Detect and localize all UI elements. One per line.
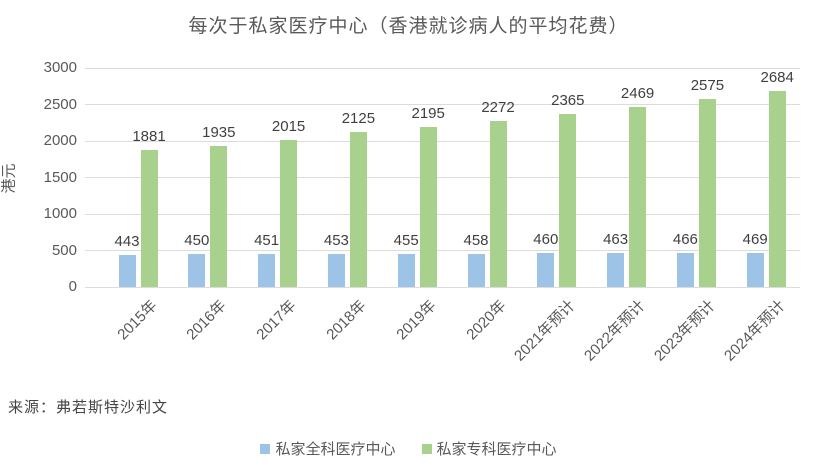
- x-tick-label: 2015年: [113, 297, 161, 344]
- x-tick-label: 2018年: [323, 297, 370, 344]
- bar-value-label: 2469: [620, 84, 655, 102]
- gridline: [85, 140, 800, 142]
- y-tick-label: 0: [68, 278, 77, 295]
- bar-value-label: 451: [254, 232, 280, 250]
- bar-value-label: 2015: [271, 117, 306, 135]
- bar-private-general: [537, 253, 555, 287]
- bar-private-specialist: [768, 91, 786, 287]
- bar-private-specialist: [698, 99, 716, 287]
- source-note: 来源：弗若斯特沙利文: [8, 399, 169, 416]
- bar-private-general: [467, 253, 485, 287]
- y-tick-label: 2500: [43, 95, 77, 113]
- bar-value-label: 2684: [760, 69, 794, 87]
- gridline: [85, 250, 800, 251]
- legend-swatch-specialist-icon: [421, 443, 432, 454]
- x-tick-label: 2017年: [253, 297, 300, 344]
- bar-value-label: 2272: [481, 99, 515, 117]
- plot-area: 0 500 1000 1500 2000 2500 3000 443 1881 2015年 450 1…: [44, 60, 800, 365]
- bar-private-general: [327, 253, 345, 287]
- bar-value-label: 466: [672, 230, 698, 248]
- bar-value-label: 2195: [411, 104, 445, 122]
- x-tick-label: 2022年预计: [581, 297, 649, 365]
- legend-label-specialist: 私家专科医疗中心: [436, 441, 557, 458]
- gridline: [85, 286, 800, 288]
- gridline: [85, 104, 800, 105]
- bar-private-general: [607, 253, 625, 287]
- x-tick-label: 2021年预计: [511, 297, 579, 365]
- bar-private-specialist: [280, 139, 298, 287]
- bar-private-general: [746, 252, 764, 287]
- x-tick-label: 2019年: [393, 297, 440, 344]
- y-tick-label: 2000: [43, 132, 77, 149]
- y-axis-title: 港元: [0, 163, 18, 194]
- bar-value-label: 469: [742, 230, 768, 248]
- chart-title: 每次于私家医疗中心（香港就诊病人的平均花费）: [188, 16, 629, 37]
- bar-value-label: 2575: [690, 77, 725, 95]
- x-tick-label: 2016年: [183, 297, 230, 344]
- bar-value-label: 458: [463, 231, 489, 249]
- bar-private-general: [676, 252, 694, 287]
- bar-private-general: [188, 254, 206, 287]
- bar-value-label: 2125: [341, 109, 376, 127]
- bar-value-label: 1881: [132, 127, 166, 145]
- bar-value-label: 443: [114, 232, 140, 250]
- gridline: [85, 177, 800, 178]
- bar-value-label: 450: [184, 232, 210, 250]
- bar-private-specialist: [349, 131, 367, 287]
- x-tick-label: 2023年预计: [651, 297, 719, 365]
- legend: 私家全科医疗中心 私家专科医疗中心: [0, 438, 817, 459]
- bar-private-general: [118, 254, 136, 287]
- bar-private-specialist: [559, 114, 577, 287]
- gridline: [85, 67, 800, 69]
- y-tick-label: 3000: [43, 59, 77, 76]
- bar-value-label: 2365: [551, 92, 585, 110]
- bar-private-specialist: [210, 145, 228, 287]
- legend-item-specialist: 私家专科医疗中心: [421, 438, 557, 459]
- bar-private-specialist: [489, 121, 507, 287]
- bar-value-label: 455: [393, 231, 419, 249]
- bar-private-specialist: [140, 149, 158, 287]
- gridline: [85, 213, 800, 215]
- bar-value-label: 463: [603, 231, 629, 249]
- legend-item-general: 私家全科医疗中心: [260, 438, 396, 459]
- x-tick-label: 2024年预计: [720, 297, 789, 365]
- bar-private-general: [258, 254, 276, 287]
- bar-value-label: 453: [323, 231, 349, 249]
- bar-private-general: [397, 253, 415, 287]
- y-tick-label: 1500: [43, 168, 77, 186]
- bar-private-specialist: [629, 106, 647, 287]
- bar-value-label: 460: [533, 231, 559, 249]
- legend-label-general: 私家全科医疗中心: [275, 441, 396, 458]
- y-tick-label: 1000: [43, 205, 77, 222]
- bar-private-specialist: [419, 126, 437, 287]
- x-tick-label: 2020年: [462, 297, 510, 344]
- bar-value-label: 1935: [202, 123, 236, 141]
- y-tick-label: 500: [51, 241, 77, 259]
- legend-swatch-general-icon: [260, 443, 271, 454]
